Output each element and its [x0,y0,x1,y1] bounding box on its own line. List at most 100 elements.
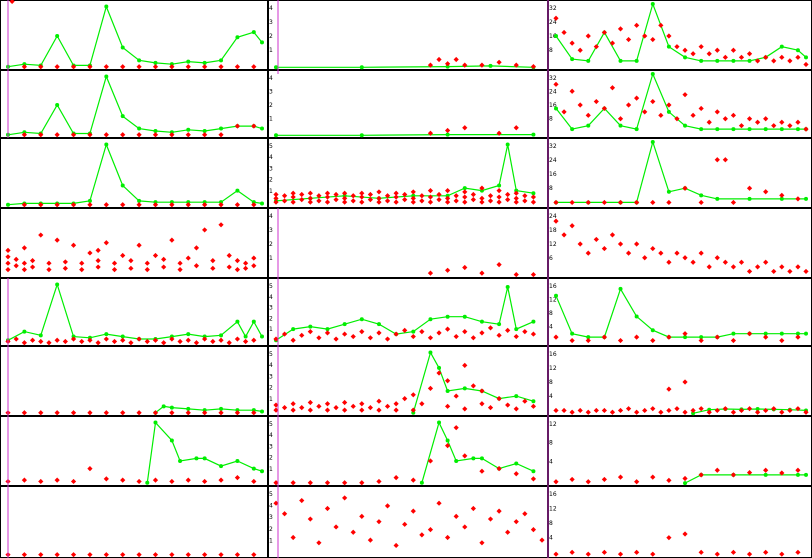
data-point [674,250,680,256]
data-point [234,336,241,342]
data-point [561,407,567,414]
data-point [470,191,476,198]
data-point [795,119,801,125]
data-point [54,410,60,416]
data-point [585,409,591,415]
data-point [601,407,607,414]
y-tick-label: 24 [549,19,557,26]
data-point [650,98,656,105]
line-point [650,328,655,333]
data-point [111,260,118,266]
data-point [698,549,704,555]
data-point [120,410,126,416]
panel-border [268,208,548,278]
data-point [103,552,109,558]
data-point [152,64,159,70]
data-point [445,188,451,194]
data-point [120,252,126,259]
line-point [359,133,364,138]
line-point [194,456,199,461]
data-point [5,247,11,253]
y-tick-label: 2 [269,241,273,248]
data-point [730,549,737,555]
data-point [513,195,519,201]
data-point [666,535,672,541]
data-point [585,33,591,39]
data-point [795,264,801,270]
data-point [522,193,528,199]
data-point [698,250,704,256]
line-point [104,74,109,79]
data-point [682,379,688,385]
data-point [376,398,382,404]
line-point [153,420,158,425]
data-point [70,132,77,138]
data-point [87,250,93,256]
data-point [38,410,44,416]
data-point [5,260,11,266]
data-point [698,337,704,344]
panel-r6-c2: 12 8 4 [548,416,812,486]
data-point [120,552,126,558]
data-point [384,336,391,342]
line-point [202,129,207,134]
data-point [795,334,801,340]
line-point [747,127,752,132]
data-point [169,132,175,138]
line-point [104,4,109,9]
line-point [235,458,240,463]
y-tick-label: 3 [269,227,273,234]
data-point [290,407,296,413]
data-point [185,202,191,208]
line-point [514,394,519,399]
data-point [436,330,442,336]
y-tick-label: 1 [269,466,273,473]
data-point [161,340,167,346]
data-point [367,537,373,543]
data-point [307,199,313,205]
data-point [601,29,607,36]
data-point [470,197,476,203]
y-tick-label: 32 [549,75,557,82]
data-point [763,334,769,340]
data-point [462,189,468,195]
data-point [496,194,502,200]
data-point [136,410,142,416]
line-point [38,333,43,338]
data-point [427,270,434,276]
data-point [779,192,785,198]
data-point [299,405,305,411]
data-point [445,378,451,384]
data-point [87,64,93,70]
data-point [251,478,257,485]
line-point [202,456,207,461]
line-point [763,127,768,132]
data-point [569,337,575,344]
data-point [470,505,476,512]
data-point [690,259,696,265]
data-point [376,519,382,525]
line-point [120,334,125,339]
line-point [219,464,224,469]
data-point [393,542,399,549]
data-point [21,410,27,416]
data-point [553,407,559,414]
data-point [609,40,616,46]
line-point [251,319,256,324]
y-tick-label: 3 [269,514,273,521]
data-point [70,64,77,70]
data-point [393,331,399,337]
data-point [70,242,77,248]
data-point [95,247,101,253]
panel-border [0,416,268,486]
panel-border [0,278,268,346]
line-point [586,58,591,63]
data-point [714,334,720,340]
data-point [470,383,476,389]
data-point [625,102,632,108]
line-point [274,133,278,138]
data-point [505,529,511,535]
y-tick-label: 4 [269,432,273,439]
line-point [251,30,256,35]
data-point [218,552,224,558]
